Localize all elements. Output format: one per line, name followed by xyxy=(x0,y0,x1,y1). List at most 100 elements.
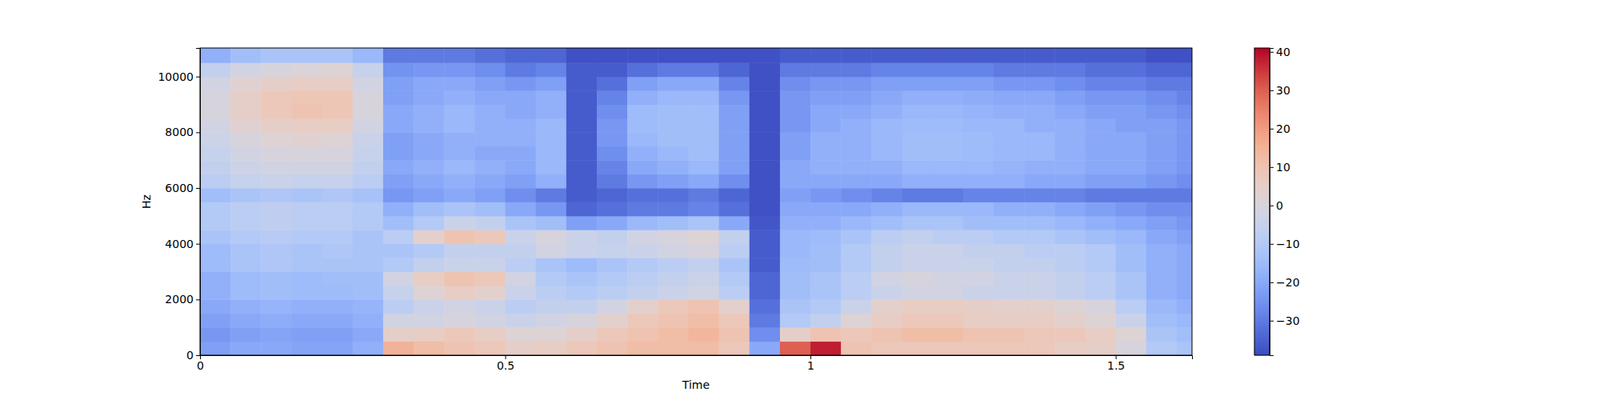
heatmap-cell xyxy=(413,118,445,133)
heatmap-cell xyxy=(657,118,689,133)
heatmap-cell xyxy=(993,76,1025,92)
colorbar-swatch xyxy=(1254,130,1270,132)
heatmap-cell xyxy=(1146,118,1178,133)
colorbar-swatch xyxy=(1254,232,1270,233)
colorbar-swatch xyxy=(1254,120,1270,121)
heatmap-cell xyxy=(719,90,751,105)
heatmap-cell xyxy=(749,118,781,133)
heatmap-cell xyxy=(871,244,903,259)
colorbar-axis-tick: −10 xyxy=(1269,237,1300,251)
heatmap-cell xyxy=(993,132,1025,147)
heatmap-cell xyxy=(840,146,872,161)
colorbar-swatch xyxy=(1254,310,1270,312)
colorbar-swatch xyxy=(1254,205,1270,207)
colorbar-swatch xyxy=(1254,204,1270,206)
heatmap-cell xyxy=(719,132,751,147)
heatmap-cell xyxy=(993,118,1025,133)
heatmap-cell xyxy=(566,132,598,147)
colorbar-swatch xyxy=(1254,276,1270,277)
colorbar-swatch xyxy=(1254,339,1270,340)
colorbar-swatch xyxy=(1254,89,1270,91)
heatmap-cell xyxy=(1024,257,1056,272)
heatmap-cell xyxy=(1054,118,1086,133)
heatmap-cell xyxy=(200,62,232,77)
colorbar-swatch xyxy=(1254,246,1270,248)
heatmap-cell xyxy=(688,118,720,133)
colorbar-swatch xyxy=(1254,259,1270,260)
colorbar-swatch xyxy=(1254,272,1270,273)
colorbar-swatch xyxy=(1254,176,1270,178)
heatmap-cell xyxy=(260,244,292,259)
heatmap-cell xyxy=(840,160,872,175)
heatmap-cell xyxy=(200,229,232,244)
heatmap-cell xyxy=(536,104,568,120)
heatmap-cell xyxy=(749,76,781,92)
heatmap-cell xyxy=(1084,257,1116,272)
heatmap-cell xyxy=(566,146,598,161)
heatmap-cell xyxy=(780,146,812,161)
heatmap-cell xyxy=(1116,216,1148,231)
heatmap-cell xyxy=(383,229,415,244)
heatmap-cell xyxy=(1084,327,1116,342)
heatmap-cell xyxy=(902,299,934,314)
colorbar-swatch xyxy=(1254,283,1270,284)
heatmap-cell xyxy=(840,257,872,272)
heatmap-cell xyxy=(688,188,720,203)
heatmap-cell xyxy=(536,188,568,203)
colorbar-swatch xyxy=(1254,332,1270,333)
colorbar-swatch xyxy=(1254,81,1270,83)
heatmap-cell xyxy=(200,48,232,64)
colorbar-swatch xyxy=(1254,344,1270,346)
heatmap-cell xyxy=(596,48,628,64)
y-axis-tick: 0 xyxy=(186,348,200,362)
heatmap-cell xyxy=(474,201,506,216)
heatmap-cell xyxy=(993,341,1025,356)
heatmap-cell xyxy=(291,285,323,300)
colorbar-swatch xyxy=(1254,218,1270,220)
heatmap-cell xyxy=(505,174,537,189)
heatmap-cell xyxy=(596,62,628,77)
colorbar-swatch xyxy=(1254,309,1270,311)
colorbar-axis-tick-mark xyxy=(1269,167,1274,168)
heatmap-cell xyxy=(840,118,872,133)
colorbar-axis-tick-mark xyxy=(1269,282,1274,284)
colorbar-swatch xyxy=(1254,241,1270,243)
heatmap-cell xyxy=(383,188,415,203)
heatmap-cell xyxy=(413,62,445,77)
heatmap-cell xyxy=(230,118,262,133)
heatmap-cell xyxy=(810,285,842,300)
heatmap-cell xyxy=(902,174,934,189)
heatmap-cell xyxy=(505,48,537,64)
colorbar-swatch xyxy=(1254,215,1270,216)
heatmap-cell xyxy=(383,76,415,92)
heatmap-cell xyxy=(352,244,384,259)
colorbar-swatch xyxy=(1254,228,1270,229)
heatmap-cell xyxy=(200,313,232,328)
heatmap-cell xyxy=(657,76,689,92)
colorbar-swatch xyxy=(1254,216,1270,217)
heatmap-cell xyxy=(840,244,872,259)
heatmap-cell xyxy=(1176,313,1192,328)
colorbar-swatch xyxy=(1254,160,1270,162)
colorbar-axis-tick-mark xyxy=(1269,128,1274,130)
heatmap-cell xyxy=(536,90,568,105)
heatmap-cell xyxy=(902,76,934,92)
heatmap-cell xyxy=(1084,160,1116,175)
heatmap-cell xyxy=(474,188,506,203)
heatmap-cell xyxy=(627,62,659,77)
y-axis-tick-mark xyxy=(196,244,200,245)
heatmap-cell xyxy=(871,104,903,120)
colorbar-swatch xyxy=(1254,220,1270,222)
heatmap-cell xyxy=(749,313,781,328)
colorbar-swatch xyxy=(1254,188,1270,190)
heatmap-cell xyxy=(322,160,354,175)
heatmap-cell xyxy=(902,272,934,287)
heatmap-cell xyxy=(596,341,628,356)
colorbar-swatch xyxy=(1254,171,1270,172)
heatmap-cell xyxy=(1116,313,1148,328)
heatmap-cell xyxy=(1146,299,1178,314)
heatmap-cell xyxy=(780,160,812,175)
heatmap-cell xyxy=(383,272,415,287)
heatmap-cell xyxy=(566,90,598,105)
colorbar-axis-tick: −20 xyxy=(1269,276,1300,289)
